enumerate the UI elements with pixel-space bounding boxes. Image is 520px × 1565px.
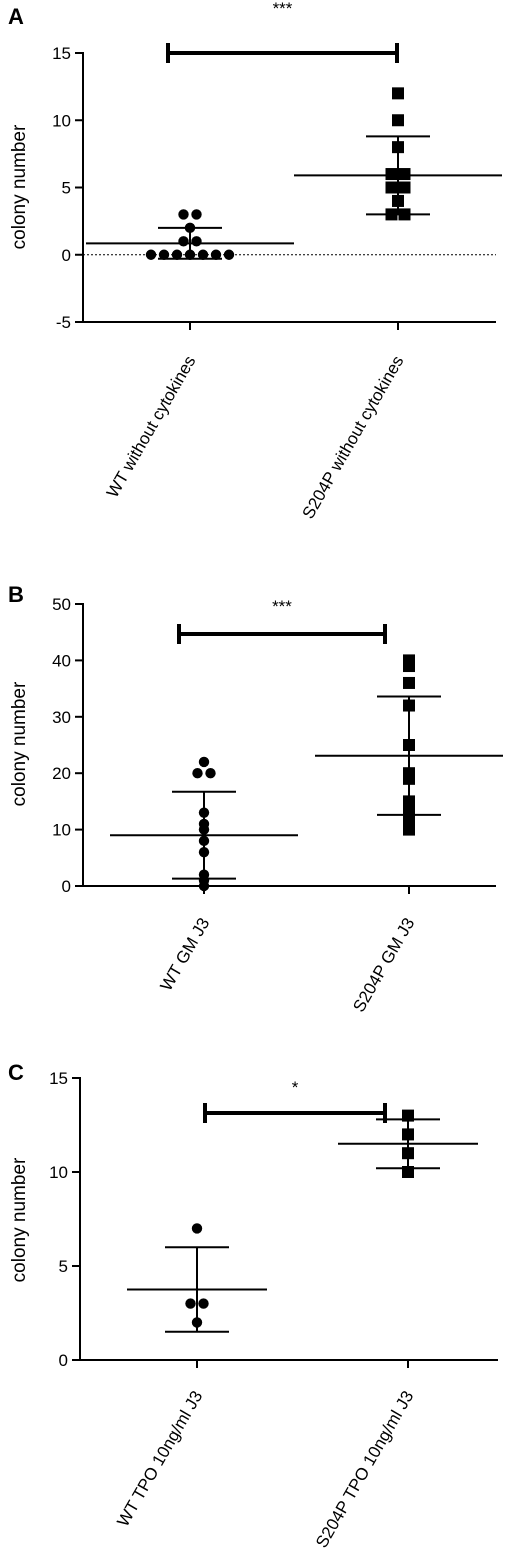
panel-c-y-axis-label: colony number xyxy=(9,1157,30,1282)
panel-a-data-point xyxy=(171,249,183,260)
panel-b-x-tick-label: S204P GM J3 xyxy=(349,915,418,1016)
panel-b-y-axis-label: colony number xyxy=(9,681,30,806)
panel-a-data-point xyxy=(223,249,235,260)
panel-a-y-axis-label: colony number xyxy=(9,124,30,249)
panel-b: B 0 10 20 30 40 50 colony number WT GM J3 S204P … xyxy=(8,582,503,1015)
panel-a-data-point xyxy=(197,249,209,260)
panel-a-data-point xyxy=(398,181,411,194)
panel-b-data-point xyxy=(198,880,210,892)
panel-a-y-tick-label: 10 xyxy=(52,111,71,130)
panel-a-significance-label: *** xyxy=(273,0,293,18)
panel-c-y-tick-label: 5 xyxy=(59,1257,68,1276)
panel-b-data-point xyxy=(205,768,216,779)
panel-c-y-tick-label: 15 xyxy=(49,1069,68,1088)
panel-a-data-point xyxy=(145,249,157,260)
panel-c-x-tick-label: WT TPO 10ng/ml J3 xyxy=(113,1388,206,1530)
panel-a-data-point xyxy=(392,114,404,127)
panel-b-y-tick-label: 40 xyxy=(52,651,71,670)
panel-c-x-tick-label: S204P TPO 10ng/ml J3 xyxy=(312,1388,417,1552)
panel-a-data-point xyxy=(191,209,202,220)
panel-a-x-tick-label: WT without cytokines xyxy=(103,353,200,501)
panel-letter-c: C xyxy=(8,1060,24,1085)
panel-b-y-tick-label: 50 xyxy=(52,595,71,614)
panel-b-data-point xyxy=(403,676,415,689)
panel-b-x-tick-label: WT GM J3 xyxy=(157,915,214,995)
panel-b-data-point xyxy=(403,660,415,673)
panel-b-data-point xyxy=(198,756,210,768)
panel-c-y-tick-label: 10 xyxy=(49,1163,68,1182)
panel-b-y-tick-label: 10 xyxy=(52,821,71,840)
panel-a-y-tick-label: 5 xyxy=(62,179,71,198)
panel-b-y-tick-label: 20 xyxy=(52,764,71,783)
panel-a-data-point xyxy=(385,168,398,181)
panel-a-data-point xyxy=(385,181,398,194)
panel-a-data-point xyxy=(398,168,411,181)
panel-c-data-point xyxy=(191,1223,203,1234)
panel-a: A -5 0 5 10 15 colony number WT without cytoki… xyxy=(8,0,502,522)
panel-b-data-point xyxy=(403,823,415,836)
panel-a-data-point xyxy=(178,236,189,247)
panel-letter-b: B xyxy=(8,582,24,607)
panel-a-y-tick-label: 0 xyxy=(62,246,71,265)
panel-c-significance-label: * xyxy=(292,1078,299,1097)
panel-a-data-point xyxy=(210,249,222,260)
panel-b-data-point xyxy=(192,768,203,779)
panel-a-x-tick-label: S204P without cytokines xyxy=(299,353,408,523)
panel-b-significance-label: *** xyxy=(272,597,292,616)
panel-c-data-point xyxy=(198,1298,209,1309)
panel-a-data-point xyxy=(178,209,189,220)
panel-b-y-tick-label: 0 xyxy=(62,877,71,896)
panel-a-y-tick-label: -5 xyxy=(56,313,71,332)
panel-c-data-point xyxy=(185,1298,196,1309)
panel-letter-a: A xyxy=(8,4,24,29)
panel-c-y-tick-label: 0 xyxy=(59,1351,68,1370)
panel-a-data-point xyxy=(191,236,202,247)
panel-c: C 0 5 10 15 colony number WT TPO 10ng/ml J3 S2… xyxy=(8,1060,498,1551)
panel-b-y-tick-label: 30 xyxy=(52,708,71,727)
panel-a-data-point xyxy=(158,249,170,260)
panel-a-y-tick-label: 15 xyxy=(52,44,71,63)
panel-a-data-point xyxy=(392,87,404,100)
